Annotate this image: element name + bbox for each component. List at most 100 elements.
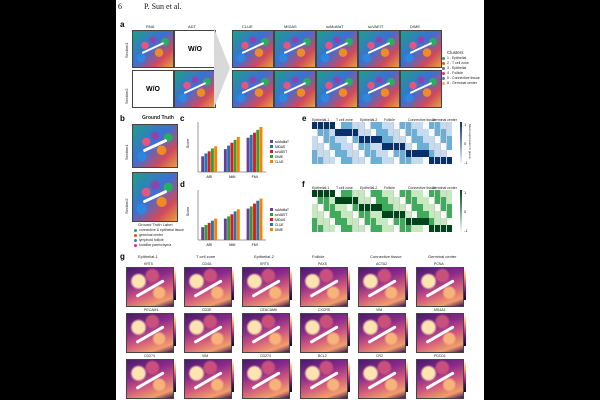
heatmap-f-cell xyxy=(358,204,365,211)
heatmap-e-cell xyxy=(411,122,417,129)
heatmap-e-cell xyxy=(399,122,406,129)
heatmap-f-cbar-tick: 0 xyxy=(464,209,467,214)
gene-label: CD274 xyxy=(144,354,155,358)
method-header-scvaeit: scVAEIT xyxy=(368,24,384,29)
heatmap-f-group-label: Germinal center xyxy=(432,186,457,190)
heatmap-f-cell xyxy=(347,204,353,211)
heatmap-f-cell xyxy=(393,218,400,225)
heatmap-e-cell xyxy=(312,150,318,157)
panel-label-d: d xyxy=(180,180,185,189)
heatmap-e-cell xyxy=(417,150,423,157)
heatmap-e-cell xyxy=(382,150,388,157)
chart-d-bar xyxy=(236,209,240,240)
heatmap-e-cell xyxy=(440,122,447,129)
heatmap-e-cell xyxy=(440,157,447,164)
heatmap-e-cell xyxy=(335,143,341,150)
heatmap-e-cell xyxy=(434,150,441,157)
heatmap-f-cell xyxy=(388,218,394,225)
chart-c-legend-label: DIME xyxy=(275,155,283,159)
gene-label: BCL2 xyxy=(318,354,327,358)
heatmap-f-cell xyxy=(446,197,452,204)
heatmap-f-cell xyxy=(434,190,441,197)
heatmap-f-cell xyxy=(393,225,400,232)
heatmap-e-cell xyxy=(347,136,353,143)
heatmap-f-cell xyxy=(370,197,376,204)
gene-expression-map xyxy=(126,313,174,353)
heatmap-e-cell xyxy=(411,136,417,143)
chart-d-legend-swatch xyxy=(270,223,273,226)
heatmap-e-cell xyxy=(312,136,318,143)
chart-d-bar xyxy=(207,222,211,240)
heatmap-f-group-label: Epithelial-1 xyxy=(312,186,330,190)
heatmap-f-cell xyxy=(364,204,371,211)
heatmap-f-cell xyxy=(423,225,429,232)
heatmap-f-cell xyxy=(341,225,347,232)
heatmap-f-cell xyxy=(446,225,452,232)
gene-label: PDCD1 xyxy=(434,354,446,358)
gene-label: MS4A1 xyxy=(434,308,446,312)
heatmap-f-cell xyxy=(347,190,353,197)
heatmap-f-cell xyxy=(417,218,423,225)
heatmap-e-group-label: Epithelial-1 xyxy=(312,118,330,122)
heatmap-e-cell xyxy=(341,143,347,150)
ground-truth-section1 xyxy=(132,124,178,168)
cluster-legend-title: Clusters xyxy=(447,50,464,55)
chart-d: Score ARI NMI FMI scMoMaTscVAEITMIDASCLUEDIM… xyxy=(186,190,289,247)
gene-expression-map xyxy=(358,313,406,353)
heatmap-e-cell xyxy=(370,143,376,150)
heatmap-e-cell xyxy=(393,150,400,157)
heatmap-f-cell xyxy=(347,211,353,218)
heatmap-f-cell xyxy=(434,204,441,211)
cluster-legend-label: 3 - Epithelial xyxy=(447,66,467,70)
heatmap-e-cell xyxy=(393,157,400,164)
chart-c-tick-label: FMI xyxy=(252,175,258,179)
gene-colorbar xyxy=(174,316,176,346)
paper-page: 6 P. Sun et al. a RNA ADT Section1 Secti… xyxy=(116,0,484,400)
chart-d-legend-label: CLUE xyxy=(275,223,284,227)
cluster-legend-swatch xyxy=(442,67,445,70)
heatmap-e-cell xyxy=(382,136,388,143)
heatmap-f-cell xyxy=(317,218,324,225)
heatmap-e-cell xyxy=(358,122,365,129)
heatmap-e-cell xyxy=(352,122,359,129)
heatmap-f-cell xyxy=(411,211,417,218)
chart-d-tick-label: NMI xyxy=(229,243,235,247)
heatmap-f-cell xyxy=(317,197,324,204)
chart-c-bar xyxy=(201,156,205,172)
method-map-section1 xyxy=(358,30,400,68)
heatmap-f-cell xyxy=(364,190,371,197)
heatmap-f-cell xyxy=(434,225,441,232)
heatmap-f-cell xyxy=(417,190,423,197)
heatmap-e-cell xyxy=(382,157,388,164)
chart-c-bar xyxy=(246,137,250,172)
heatmap-f-cell xyxy=(382,211,388,218)
heatmap-f-cell xyxy=(440,204,447,211)
heatmap-f-cell xyxy=(393,204,400,211)
heatmap-f-cell xyxy=(352,211,359,218)
heatmap-f-cell xyxy=(388,225,394,232)
heatmap-e-cell xyxy=(399,129,406,136)
heatmap-f-cell xyxy=(405,197,412,204)
gene-label: CXCR5 xyxy=(318,308,330,312)
heatmap-f-cell xyxy=(411,225,417,232)
heatmap-f-cell xyxy=(341,204,347,211)
heatmap-f-cell xyxy=(399,190,406,197)
heatmap-f-cell xyxy=(347,218,353,225)
heatmap-e-cell xyxy=(429,136,435,143)
method-header-midas: MIDAS xyxy=(284,24,297,29)
cluster-legend-label: 5 - Connective tissue xyxy=(447,76,480,80)
heatmap-f-cell xyxy=(335,225,341,232)
method-header-dime: DIME xyxy=(410,24,420,29)
heatmap-f-cell xyxy=(405,190,412,197)
heatmap-f-cell xyxy=(434,197,441,204)
heatmap-e-cell xyxy=(423,129,429,136)
heatmap-f-cell xyxy=(376,197,382,204)
heatmap-f-cell xyxy=(312,204,318,211)
heatmap-f-cell xyxy=(423,218,429,225)
heatmap-f-cell xyxy=(376,218,382,225)
cluster-legend-swatch xyxy=(442,62,445,65)
gt-legend-label: connective & epithelial tissue xyxy=(139,228,184,232)
chart-d-bar xyxy=(259,198,263,240)
heatmap-e-cell xyxy=(341,150,347,157)
heatmap-f-cell xyxy=(341,197,347,204)
